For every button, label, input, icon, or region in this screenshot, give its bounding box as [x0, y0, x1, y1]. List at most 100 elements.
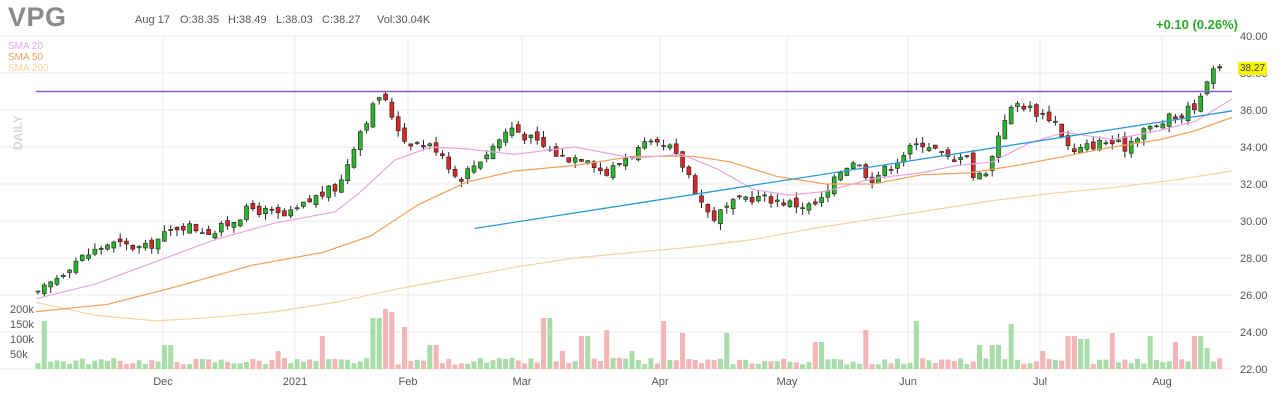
volume-bar — [863, 330, 869, 369]
candle-body — [130, 245, 136, 250]
candle-body — [686, 166, 692, 176]
volume-bar — [1052, 360, 1058, 369]
candle-body — [218, 223, 224, 233]
candle-body — [48, 281, 53, 288]
candle-body — [1084, 143, 1090, 150]
candle-body — [572, 157, 578, 163]
volume-bar — [996, 345, 1002, 369]
volume-bar — [509, 357, 515, 369]
candle-body — [168, 228, 174, 231]
volume-bar — [793, 362, 799, 369]
volume-bar — [136, 360, 142, 369]
volume-bar — [774, 361, 780, 369]
candle-body — [263, 207, 268, 214]
volume-bar — [749, 363, 755, 369]
candle-body — [313, 195, 319, 206]
volume-bar — [477, 358, 483, 369]
quote-close: C:38.27 — [322, 14, 361, 26]
candle-body — [301, 201, 306, 207]
volume-bar — [768, 361, 774, 369]
candle-body — [888, 169, 894, 171]
candle-body — [351, 149, 357, 168]
candle-body — [1185, 105, 1191, 122]
volume-bar — [370, 318, 376, 369]
volume-bar — [338, 359, 344, 369]
volume-bar — [168, 345, 174, 369]
quote-high: H:38.49 — [228, 14, 267, 26]
candle-body — [42, 284, 47, 295]
volume-bar — [193, 358, 199, 369]
candle-body — [636, 147, 641, 161]
volume-bar — [591, 358, 597, 369]
volume-bar — [41, 321, 47, 369]
volume-bar — [951, 361, 957, 369]
volume-bar — [123, 363, 129, 369]
candle-body — [718, 209, 723, 225]
candle-body — [673, 143, 679, 154]
volume-bar — [433, 345, 439, 369]
volume-bar — [964, 364, 970, 369]
x-tick-label: 2021 — [283, 376, 307, 388]
candle-body — [850, 162, 856, 169]
volume-bar — [452, 364, 458, 369]
candle-body — [522, 133, 527, 141]
candle-body — [332, 184, 338, 192]
candle-body — [838, 172, 843, 181]
volume-bar — [490, 360, 496, 369]
volume-bar — [1160, 362, 1166, 369]
volume-bar — [958, 358, 964, 369]
volume-bar — [831, 358, 837, 369]
volume-bar — [736, 359, 742, 369]
candle-body — [484, 154, 489, 160]
candle-body — [1179, 115, 1185, 118]
volume-bar — [926, 360, 932, 369]
candle-body — [964, 155, 970, 158]
volume-bar — [48, 361, 54, 369]
volume-bar — [1153, 359, 1159, 369]
candle-body — [692, 175, 698, 194]
volume-bar — [850, 361, 856, 369]
candle-body — [699, 195, 704, 203]
volume-bar — [578, 336, 584, 369]
volume-bar — [1002, 359, 1008, 369]
candle-body — [282, 210, 287, 217]
volume-bar — [294, 359, 300, 369]
candle-body — [364, 123, 369, 131]
volume-bar — [1210, 361, 1216, 369]
candle-body — [339, 179, 344, 193]
candle-body — [1021, 105, 1027, 110]
candle-body — [79, 254, 85, 261]
volume-bar — [1033, 361, 1039, 369]
volume-bar — [541, 318, 547, 369]
volume-bar — [882, 359, 888, 369]
volume-bar — [313, 361, 319, 369]
volume-bar — [730, 364, 736, 369]
candle-body — [67, 269, 72, 273]
candle-body — [617, 163, 622, 165]
volume-bar — [610, 358, 616, 369]
candle-body — [591, 161, 597, 169]
volume-bar — [79, 358, 85, 369]
volume-bar — [642, 364, 648, 369]
volume-bar — [1172, 342, 1178, 369]
candle-body — [231, 222, 237, 228]
volume-bar — [522, 363, 528, 369]
candle-body — [1217, 66, 1222, 69]
volume-bar — [98, 359, 104, 369]
volume-bar — [161, 345, 167, 369]
candle-body — [1154, 125, 1159, 128]
volume-bar — [1147, 336, 1153, 369]
volume-bar — [875, 364, 881, 369]
candle-body — [136, 246, 142, 249]
candle-body — [143, 243, 148, 249]
volume-bar — [427, 345, 433, 369]
candle-body — [370, 103, 376, 128]
candle-body — [357, 131, 363, 150]
candle-body — [35, 290, 41, 293]
candle-body — [1065, 135, 1071, 146]
volume-bar — [1122, 359, 1128, 369]
legend-sma-20: SMA 20 — [8, 41, 44, 52]
candle-body — [730, 199, 736, 210]
candle-body — [775, 199, 780, 202]
